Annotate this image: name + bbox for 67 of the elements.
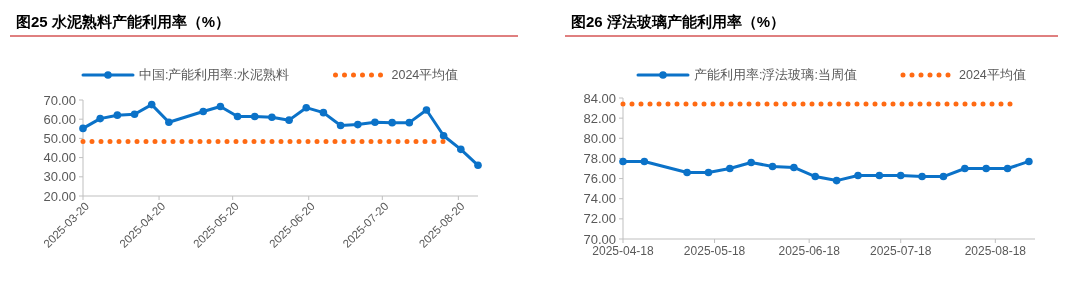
point <box>790 163 798 172</box>
point <box>302 103 311 112</box>
y-tick-label: 40.00 <box>43 150 76 166</box>
point <box>939 172 948 181</box>
point <box>336 121 345 130</box>
point <box>961 164 969 173</box>
point <box>422 106 431 114</box>
y-tick-label: 20.00 <box>43 188 76 204</box>
point <box>704 168 713 177</box>
point <box>811 172 820 181</box>
legend-label: 产能利用率:浮法玻璃:当周值 <box>694 67 857 83</box>
point <box>405 118 414 127</box>
point <box>747 158 755 167</box>
x-tick-label: 2025-07-18 <box>870 244 932 258</box>
y-tick-label: 76.00 <box>583 171 616 187</box>
point <box>875 171 884 180</box>
point <box>439 131 448 140</box>
y-tick-label: 30.00 <box>43 169 76 185</box>
point <box>285 116 293 124</box>
point <box>147 100 156 109</box>
x-tick-label: 2025-08-18 <box>964 244 1027 258</box>
y-tick-label: 78.00 <box>583 150 616 166</box>
point <box>640 157 649 166</box>
y-tick-label: 50.00 <box>43 130 76 146</box>
y-tick-label: 60.00 <box>43 111 76 127</box>
point <box>619 157 627 166</box>
legend-label: 中国:产能利用率:水泥熟料 <box>139 67 289 83</box>
point <box>353 120 362 129</box>
chart-title: 图25 水泥熟料产能利用率（%） <box>16 13 231 30</box>
point <box>918 172 926 181</box>
y-tick-label: 84.00 <box>583 90 616 106</box>
point <box>1025 157 1033 166</box>
y-tick-label: 70.00 <box>43 92 76 108</box>
chart-title: 图26 浮法玻璃产能利用率（%） <box>571 13 786 30</box>
x-tick-label: 2025-05-18 <box>683 244 746 258</box>
point <box>199 107 208 116</box>
point <box>371 118 379 127</box>
point <box>982 164 990 173</box>
point <box>474 161 482 170</box>
x-tick-label: 2025-06-18 <box>778 244 841 258</box>
y-tick-label: 72.00 <box>583 211 616 227</box>
legend-label: 2024平均值 <box>391 68 459 83</box>
legend-label: 2024平均值 <box>959 68 1026 83</box>
point <box>1003 164 1012 173</box>
point <box>768 162 777 171</box>
point <box>233 112 242 121</box>
point <box>113 111 122 119</box>
point <box>388 118 396 127</box>
point <box>726 164 734 173</box>
y-tick-label: 80.00 <box>583 130 616 146</box>
y-tick-label: 74.00 <box>583 191 616 207</box>
point <box>319 108 328 117</box>
y-tick-label: 82.00 <box>583 110 616 126</box>
x-tick-label: 2025-04-18 <box>592 244 655 258</box>
point <box>457 145 465 154</box>
point <box>165 118 173 127</box>
y-tick-label: 70.00 <box>583 231 616 247</box>
point <box>96 114 104 123</box>
point <box>896 171 905 180</box>
point <box>130 110 139 119</box>
point <box>268 113 276 122</box>
point <box>832 176 841 185</box>
point <box>854 171 862 180</box>
point <box>79 124 87 133</box>
point <box>216 102 225 111</box>
point <box>683 168 691 177</box>
point <box>250 112 259 121</box>
